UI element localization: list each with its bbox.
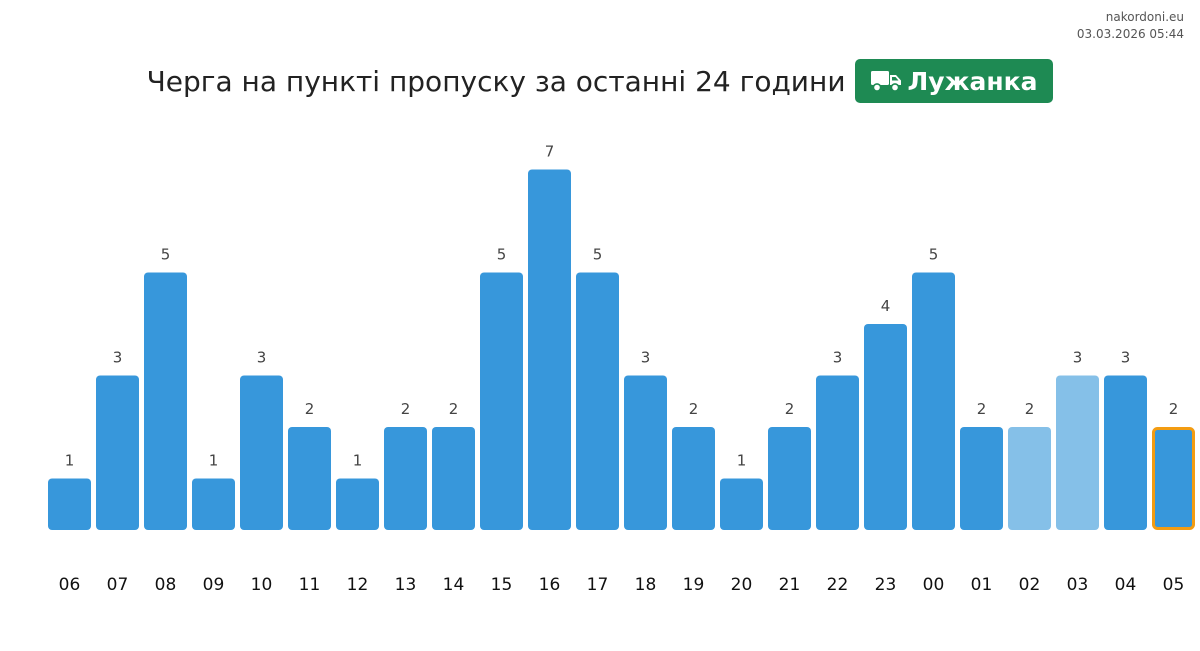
x-tick-label-00: 00 — [923, 575, 945, 595]
value-label-17: 5 — [593, 246, 603, 264]
x-tick-label-12: 12 — [347, 575, 369, 595]
x-tick-label-22: 22 — [827, 575, 849, 595]
x-tick-label-02: 02 — [1019, 575, 1041, 595]
bar-03[interactable] — [1056, 375, 1099, 531]
bar-01[interactable] — [960, 427, 1003, 530]
x-tick-label-05: 05 — [1163, 575, 1185, 595]
source-info: nakordoni.eu 03.03.2026 05:44 — [1077, 9, 1184, 43]
value-label-05: 2 — [1169, 400, 1179, 418]
bar-16[interactable] — [528, 169, 571, 531]
x-tick-label-07: 07 — [107, 575, 129, 595]
bar-21[interactable] — [768, 427, 811, 530]
value-label-06: 1 — [65, 452, 75, 470]
bar-18[interactable] — [624, 375, 667, 531]
value-label-13: 2 — [401, 400, 411, 418]
source-site: nakordoni.eu — [1105, 10, 1184, 24]
x-tick-label-17: 17 — [587, 575, 609, 595]
value-label-11: 2 — [305, 400, 315, 418]
value-label-21: 2 — [785, 400, 795, 418]
x-tick-label-16: 16 — [539, 575, 561, 595]
value-label-03: 3 — [1073, 349, 1083, 367]
bar-15[interactable] — [480, 272, 523, 531]
x-tick-label-10: 10 — [251, 575, 273, 595]
checkpoint-badge: Лужанка — [854, 59, 1054, 103]
bar-08[interactable] — [144, 272, 187, 531]
x-tick-label-13: 13 — [395, 575, 417, 595]
checkpoint-name: Лужанка — [907, 66, 1038, 96]
bar-23[interactable] — [864, 324, 907, 530]
bar-14[interactable] — [432, 427, 475, 530]
x-tick-label-21: 21 — [779, 575, 801, 595]
value-label-02: 2 — [1025, 400, 1035, 418]
bar-22[interactable] — [816, 375, 859, 531]
x-tick-label-14: 14 — [443, 575, 465, 595]
value-label-23: 4 — [881, 297, 891, 315]
bar-12[interactable] — [336, 478, 379, 531]
x-tick-label-19: 19 — [683, 575, 705, 595]
value-label-07: 3 — [113, 349, 123, 367]
value-label-20: 1 — [737, 452, 747, 470]
value-label-22: 3 — [833, 349, 843, 367]
value-label-08: 5 — [161, 246, 171, 264]
value-label-04: 3 — [1121, 349, 1131, 367]
value-label-15: 5 — [497, 246, 507, 264]
bar-07[interactable] — [96, 375, 139, 531]
header: Черга на пункті пропуску за останні 24 г… — [0, 58, 1200, 104]
bar-17[interactable] — [576, 272, 619, 531]
x-tick-label-23: 23 — [875, 575, 897, 595]
x-tick-label-01: 01 — [971, 575, 993, 595]
bar-00[interactable] — [912, 272, 955, 531]
page-title: Черга на пункті пропуску за останні 24 г… — [146, 64, 846, 98]
bar-06[interactable] — [48, 478, 91, 531]
value-label-09: 1 — [209, 452, 219, 470]
bar-02[interactable] — [1008, 427, 1051, 530]
value-label-18: 3 — [641, 349, 651, 367]
bar-05[interactable] — [1152, 427, 1195, 530]
truck-icon — [870, 68, 902, 94]
value-label-12: 1 — [353, 452, 363, 470]
value-label-14: 2 — [449, 400, 459, 418]
value-label-19: 2 — [689, 400, 699, 418]
bar-04[interactable] — [1104, 375, 1147, 531]
value-label-16: 7 — [545, 143, 555, 161]
x-tick-label-18: 18 — [635, 575, 657, 595]
source-timestamp: 03.03.2026 05:44 — [1076, 27, 1184, 41]
x-tick-label-11: 11 — [299, 575, 321, 595]
bar-11[interactable] — [288, 427, 331, 530]
x-tick-label-20: 20 — [731, 575, 753, 595]
bar-09[interactable] — [192, 478, 235, 531]
x-tick-label-04: 04 — [1115, 575, 1137, 595]
value-label-01: 2 — [977, 400, 987, 418]
x-tick-label-15: 15 — [491, 575, 513, 595]
bar-20[interactable] — [720, 478, 763, 531]
x-tick-label-06: 06 — [59, 575, 81, 595]
value-label-10: 3 — [257, 349, 267, 367]
bar-13[interactable] — [384, 427, 427, 530]
bar-19[interactable] — [672, 427, 715, 530]
value-label-00: 5 — [929, 246, 939, 264]
x-tick-label-03: 03 — [1067, 575, 1089, 595]
x-tick-label-08: 08 — [155, 575, 177, 595]
x-tick-label-09: 09 — [203, 575, 225, 595]
bar-10[interactable] — [240, 375, 283, 531]
